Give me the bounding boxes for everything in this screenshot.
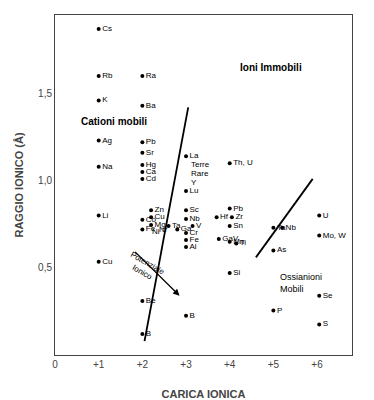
svg-text:0,5: 0,5 [38,262,52,273]
svg-text:1,0: 1,0 [38,175,52,186]
svg-text:Na: Na [102,162,113,171]
svg-text:1,5: 1,5 [38,88,52,99]
svg-text:Li: Li [102,211,108,220]
svg-text:V: V [196,221,202,230]
svg-text:GaV: GaV [222,234,239,243]
svg-text:Hf: Hf [220,212,229,221]
svg-text:Sn: Sn [233,221,243,230]
svg-text:Be: Be [146,296,156,305]
svg-text:Cd: Cd [146,174,156,183]
svg-text:Mg: Mg [155,220,166,229]
svg-text:Ba: Ba [146,101,156,110]
svg-text:Al: Al [190,242,197,251]
svg-text:Nr: Nr [159,225,168,234]
svg-text:Ag: Ag [102,136,112,145]
svg-text:Terre: Terre [191,160,210,169]
svg-text:Mn: Mn [233,237,244,246]
svg-text:Y: Y [191,178,197,187]
svg-text:Pb: Pb [233,204,243,213]
svg-text:+3: +3 [180,359,192,370]
svg-text:Nb: Nb [190,214,201,223]
svg-text:Ga: Ga [181,224,192,233]
svg-text:Sr: Sr [146,148,154,157]
svg-text:Th, U: Th, U [233,158,253,167]
svg-text:+4: +4 [224,359,236,370]
svg-text:Si: Si [233,268,240,277]
svg-text:Zn: Zn [155,205,164,214]
svg-text:Pb: Pb [146,137,156,146]
svg-text:Cu: Cu [155,212,165,221]
svg-text:Ni: Ni [152,227,160,236]
svg-text:Ioni Immobili: Ioni Immobili [240,62,302,73]
svg-text:K: K [102,95,108,104]
svg-text:0: 0 [52,359,58,370]
svg-text:+2: +2 [137,359,149,370]
svg-text:+5: +5 [268,359,280,370]
svg-text:Hg: Hg [146,160,156,169]
svg-text:Ta: Ta [277,223,286,232]
svg-text:Zr: Zr [235,212,243,221]
svg-text:CARICA IONICA: CARICA IONICA [162,388,246,400]
svg-text:Cr: Cr [190,228,199,237]
svg-text:As: As [277,245,286,254]
svg-text:Se: Se [323,291,333,300]
svg-text:P: P [277,306,282,315]
svg-text:Cationi mobili: Cationi mobili [81,116,147,127]
svg-text:Nb: Nb [286,223,297,232]
svg-text:Ca: Ca [146,167,157,176]
svg-text:+1: +1 [93,359,105,370]
svg-text:PotenzialeIonico: PotenzialeIonico [124,250,167,286]
svg-text:Ta: Ta [172,221,181,230]
svg-text:B: B [190,311,195,320]
svg-text:Fe: Fe [146,224,156,233]
svg-text:Rare: Rare [191,169,209,178]
svg-text:La: La [190,151,199,160]
svg-text:Ra: Ra [146,71,157,80]
svg-text:U: U [323,211,329,220]
svg-text:RAGGIO IONICO (Å): RAGGIO IONICO (Å) [13,132,25,237]
svg-text:Ti: Ti [240,238,247,247]
svg-text:B: B [146,329,151,338]
svg-text:+6: +6 [311,359,323,370]
svg-text:Lu: Lu [190,186,199,195]
svg-text:OssianioniMobili: OssianioniMobili [280,272,322,294]
svg-text:Mo, W: Mo, W [323,231,347,240]
svg-text:Fe: Fe [190,235,200,244]
svg-text:Cu: Cu [102,257,112,266]
svg-text:Cs: Cs [102,24,112,33]
svg-text:S: S [323,319,328,328]
svg-text:Sc: Sc [190,205,199,214]
svg-text:Co: Co [146,215,157,224]
svg-text:Rb: Rb [102,71,113,80]
